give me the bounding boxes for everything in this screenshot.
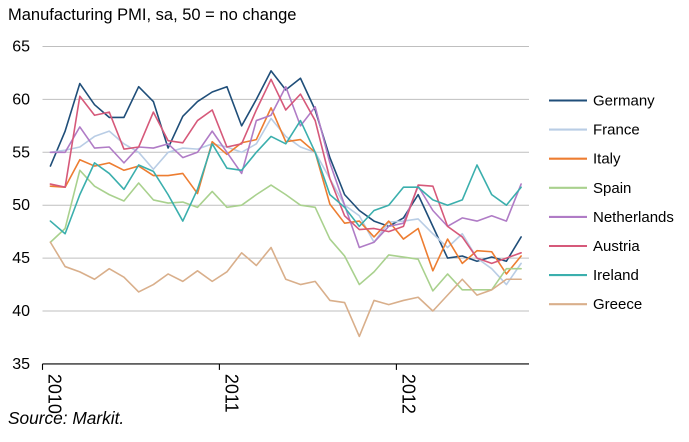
svg-text:2012: 2012 [398, 374, 418, 414]
svg-text:Austria: Austria [593, 238, 640, 255]
svg-text:Greece: Greece [593, 296, 642, 313]
svg-text:50: 50 [12, 197, 30, 214]
svg-text:Netherlands: Netherlands [593, 209, 674, 226]
svg-text:65: 65 [12, 39, 30, 56]
svg-text:60: 60 [12, 91, 30, 108]
svg-text:35: 35 [12, 356, 30, 373]
svg-text:2011: 2011 [221, 374, 241, 413]
svg-text:40: 40 [12, 303, 30, 320]
svg-text:55: 55 [12, 144, 30, 161]
svg-text:France: France [593, 122, 640, 139]
svg-text:45: 45 [12, 250, 30, 267]
svg-text:Germany: Germany [593, 93, 655, 110]
svg-text:Ireland: Ireland [593, 267, 639, 284]
svg-text:Spain: Spain [593, 180, 631, 197]
svg-text:Italy: Italy [593, 151, 621, 168]
